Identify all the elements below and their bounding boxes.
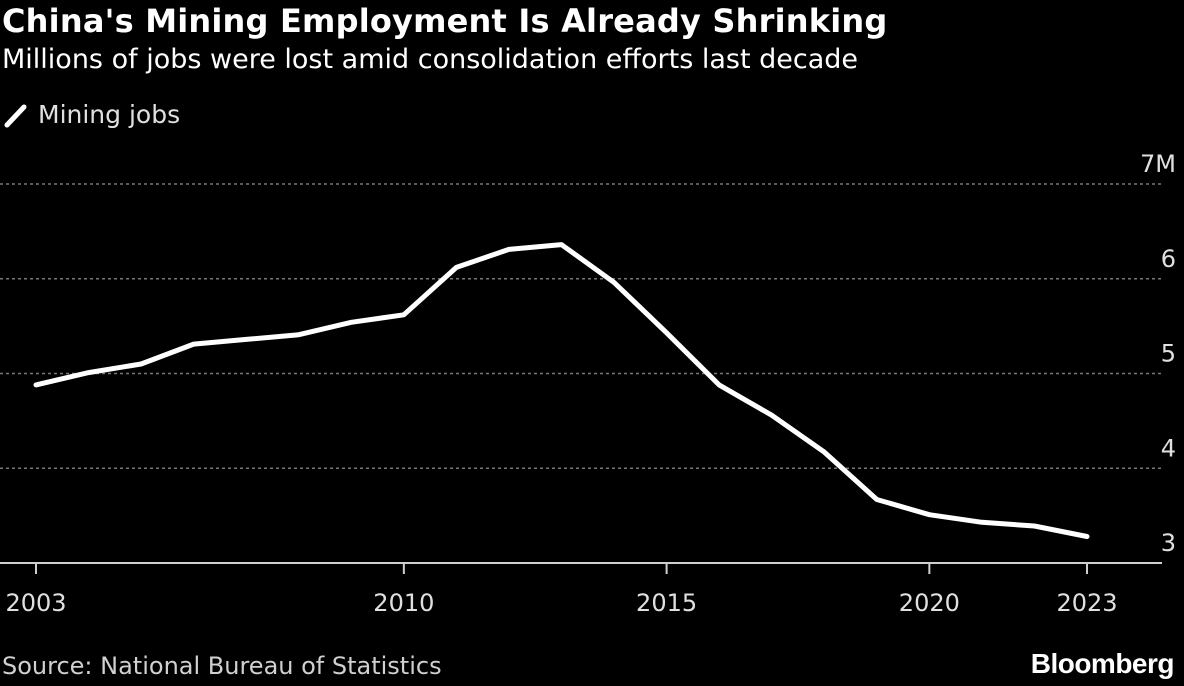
chart-subtitle: Millions of jobs were lost amid consolid… — [2, 44, 859, 75]
y-tick-label: 3 — [1161, 529, 1176, 557]
x-tick-label: 2015 — [636, 589, 697, 617]
legend-label: Mining jobs — [38, 100, 181, 129]
series — [33, 242, 1090, 539]
legend: Mining jobs — [2, 100, 180, 129]
gridlines — [0, 183, 1162, 469]
x-tick-label: 2020 — [899, 589, 960, 617]
y-tick-label: 5 — [1161, 340, 1176, 368]
x-tick-label: 2010 — [373, 589, 434, 617]
legend-line-icon — [4, 104, 27, 127]
x-tick-label: 2023 — [1056, 589, 1117, 617]
y-tick-label: 7M — [1140, 150, 1176, 178]
chart-title: China's Mining Employment Is Already Shr… — [2, 2, 888, 40]
y-tick-label: 4 — [1161, 434, 1176, 462]
x-tick-label: 2003 — [5, 589, 66, 617]
y-tick-label: 6 — [1161, 245, 1176, 273]
brand-logo: Bloomberg — [1030, 648, 1175, 679]
series-line-mining-jobs — [33, 242, 1090, 539]
y-axis-ticks: 3 4 5 6 7M — [1140, 150, 1176, 557]
source-note: Source: National Bureau of Statistics — [2, 652, 442, 680]
x-axis-ticks: 2003 2010 2015 2020 2023 — [5, 563, 1118, 617]
